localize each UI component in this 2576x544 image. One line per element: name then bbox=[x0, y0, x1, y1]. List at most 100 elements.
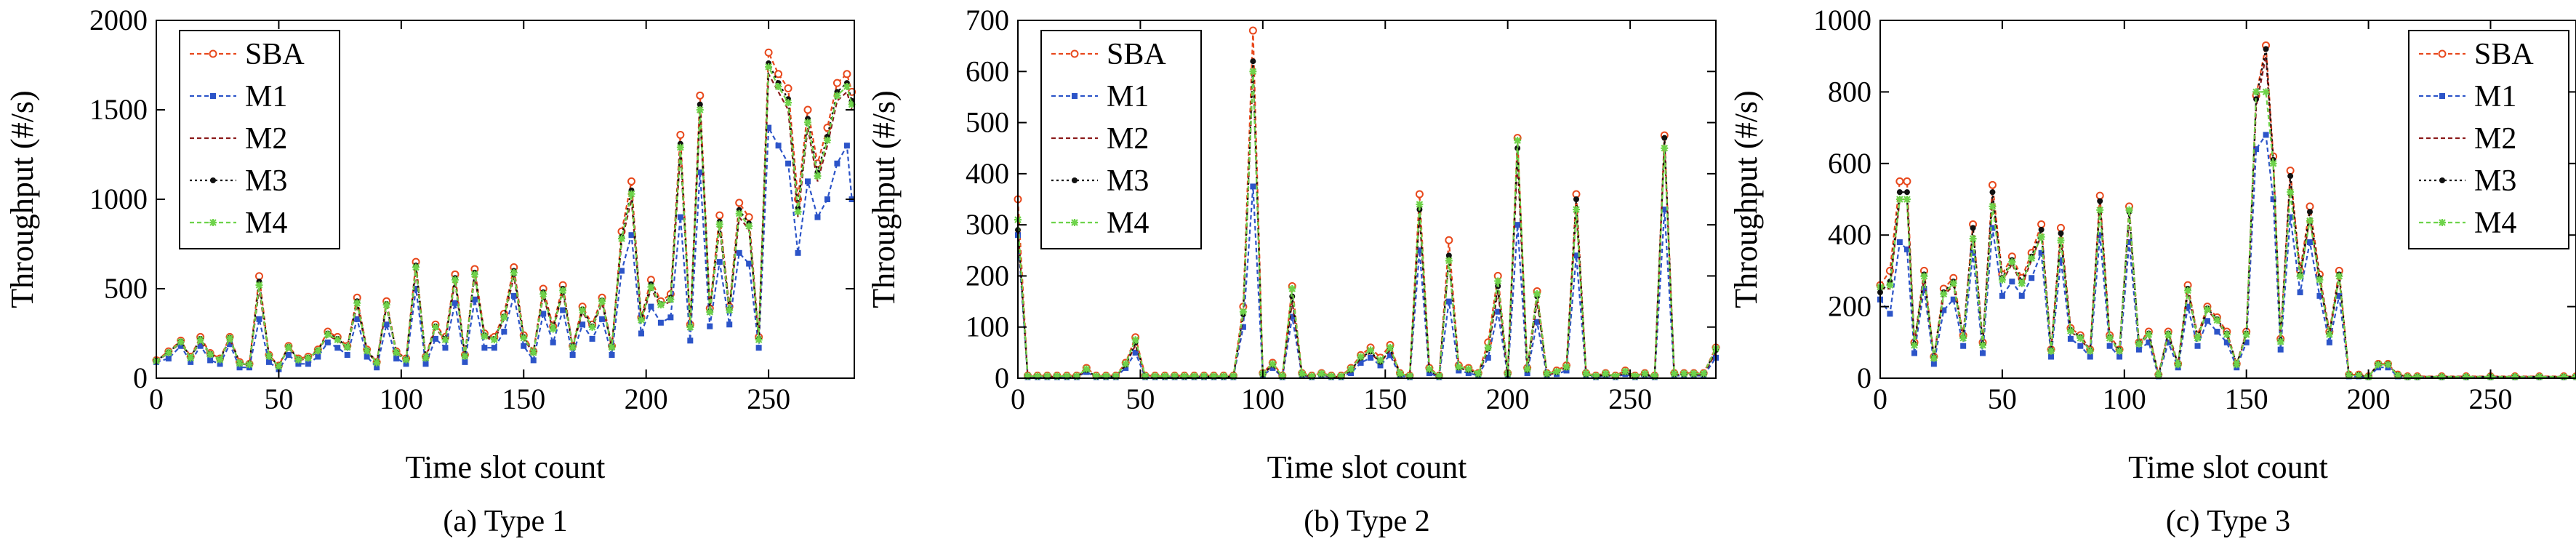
data-point-m1 bbox=[707, 323, 713, 329]
data-point-m4 bbox=[2096, 206, 2104, 214]
data-point-m1 bbox=[2116, 353, 2123, 360]
data-point-m1 bbox=[1495, 308, 1501, 315]
data-point-m3 bbox=[2263, 46, 2269, 52]
data-point-m1 bbox=[305, 361, 311, 367]
data-point-m1 bbox=[834, 160, 840, 167]
data-point-m4 bbox=[1543, 369, 1551, 377]
data-point-m1 bbox=[638, 330, 644, 337]
data-point-m4 bbox=[2057, 236, 2065, 244]
data-point-m1 bbox=[413, 286, 420, 292]
data-point-sba bbox=[843, 70, 851, 79]
x-tick-label: 100 bbox=[380, 383, 423, 415]
data-point-m1 bbox=[1989, 225, 1996, 231]
data-point-m3 bbox=[1970, 225, 1976, 231]
legend-marker bbox=[1072, 93, 1078, 99]
legend-marker bbox=[1070, 49, 1079, 58]
data-point-m4 bbox=[1989, 202, 1997, 210]
data-point-m4 bbox=[579, 306, 587, 314]
data-point-m4 bbox=[187, 354, 195, 362]
data-point-m1 bbox=[1387, 352, 1393, 359]
data-point-m4 bbox=[1979, 341, 1987, 349]
legend-marker bbox=[1072, 177, 1078, 183]
data-point-m4 bbox=[1700, 369, 1708, 377]
data-point-m1 bbox=[619, 268, 625, 274]
data-point-m4 bbox=[1298, 369, 1306, 377]
x-tick-label: 0 bbox=[1873, 383, 1887, 415]
x-tick-label: 100 bbox=[1241, 383, 1285, 415]
data-point-m4 bbox=[2037, 233, 2045, 241]
data-point-m1 bbox=[1524, 369, 1530, 376]
data-point-m1 bbox=[716, 259, 723, 265]
data-point-m1 bbox=[344, 352, 350, 359]
data-point-m1 bbox=[2146, 339, 2152, 345]
data-point-m4 bbox=[373, 359, 381, 367]
data-point-m1 bbox=[2253, 146, 2260, 153]
data-point-m4 bbox=[1602, 369, 1610, 377]
data-point-m1 bbox=[2067, 335, 2074, 342]
data-point-m4 bbox=[2106, 334, 2114, 342]
data-point-sba bbox=[832, 79, 841, 87]
legend-marker bbox=[209, 49, 217, 58]
data-point-m4 bbox=[2511, 373, 2519, 381]
data-point-m4 bbox=[2345, 372, 2353, 380]
axes-frame bbox=[1017, 20, 1717, 379]
data-point-m1 bbox=[1368, 354, 1374, 361]
data-point-m4 bbox=[1063, 372, 1071, 380]
x-tick-label: 50 bbox=[1126, 383, 1155, 415]
data-point-m4 bbox=[843, 83, 851, 91]
data-point-m1 bbox=[2277, 346, 2284, 353]
data-point-m3 bbox=[2038, 226, 2045, 233]
data-point-m4 bbox=[2413, 373, 2421, 381]
data-point-m4 bbox=[647, 283, 655, 291]
data-point-m4 bbox=[1171, 372, 1179, 380]
data-point-m1 bbox=[207, 357, 214, 364]
data-point-m4 bbox=[1210, 372, 1218, 380]
data-point-sba bbox=[1248, 26, 1257, 35]
data-point-m4 bbox=[1092, 372, 1100, 380]
data-point-m4 bbox=[637, 316, 645, 324]
legend-marker bbox=[2439, 93, 2445, 99]
data-point-m1 bbox=[2194, 343, 2201, 349]
data-point-m1 bbox=[295, 361, 302, 367]
legend-label-m1: M1 bbox=[2474, 80, 2516, 113]
data-point-m1 bbox=[315, 353, 321, 360]
data-point-m1 bbox=[628, 232, 635, 239]
data-point-m4 bbox=[569, 343, 577, 351]
data-point-m1 bbox=[540, 311, 547, 317]
data-point-m3 bbox=[1661, 135, 1668, 141]
data-point-m4 bbox=[608, 343, 616, 351]
data-point-sba bbox=[715, 211, 724, 220]
data-point-m3 bbox=[2306, 209, 2313, 215]
data-point-m1 bbox=[736, 249, 742, 256]
data-point-m3 bbox=[1250, 58, 1256, 65]
data-point-m1 bbox=[2058, 257, 2064, 263]
data-point-m4 bbox=[2116, 347, 2124, 355]
data-point-m4 bbox=[353, 299, 361, 307]
data-point-m1 bbox=[227, 341, 233, 348]
data-point-m3 bbox=[1989, 189, 1996, 196]
data-point-m4 bbox=[2355, 372, 2363, 380]
legend-label-m4: M4 bbox=[1107, 207, 1149, 240]
chart-caption: (c) Type 3 bbox=[2166, 505, 2290, 538]
data-point-m4 bbox=[1690, 369, 1698, 377]
y-tick-label: 600 bbox=[1828, 147, 1871, 180]
data-point-m4 bbox=[1484, 343, 1492, 351]
data-point-m1 bbox=[569, 352, 576, 359]
data-point-m4 bbox=[1959, 334, 1967, 342]
data-point-m4 bbox=[226, 335, 234, 343]
data-point-m1 bbox=[2204, 318, 2210, 324]
data-point-m1 bbox=[1514, 222, 1521, 228]
data-point-m4 bbox=[1347, 365, 1355, 373]
data-point-m4 bbox=[1308, 372, 1316, 380]
data-point-m4 bbox=[1514, 137, 1522, 145]
data-point-m4 bbox=[2316, 276, 2324, 284]
legend-box bbox=[179, 30, 340, 249]
data-point-sba bbox=[254, 272, 263, 281]
data-point-m4 bbox=[686, 323, 694, 331]
data-point-m3 bbox=[2287, 173, 2294, 180]
data-point-m1 bbox=[2306, 239, 2313, 246]
data-point-m1 bbox=[1377, 362, 1384, 369]
data-point-m4 bbox=[2184, 287, 2192, 295]
data-point-m1 bbox=[217, 361, 223, 367]
data-point-m1 bbox=[165, 355, 172, 361]
